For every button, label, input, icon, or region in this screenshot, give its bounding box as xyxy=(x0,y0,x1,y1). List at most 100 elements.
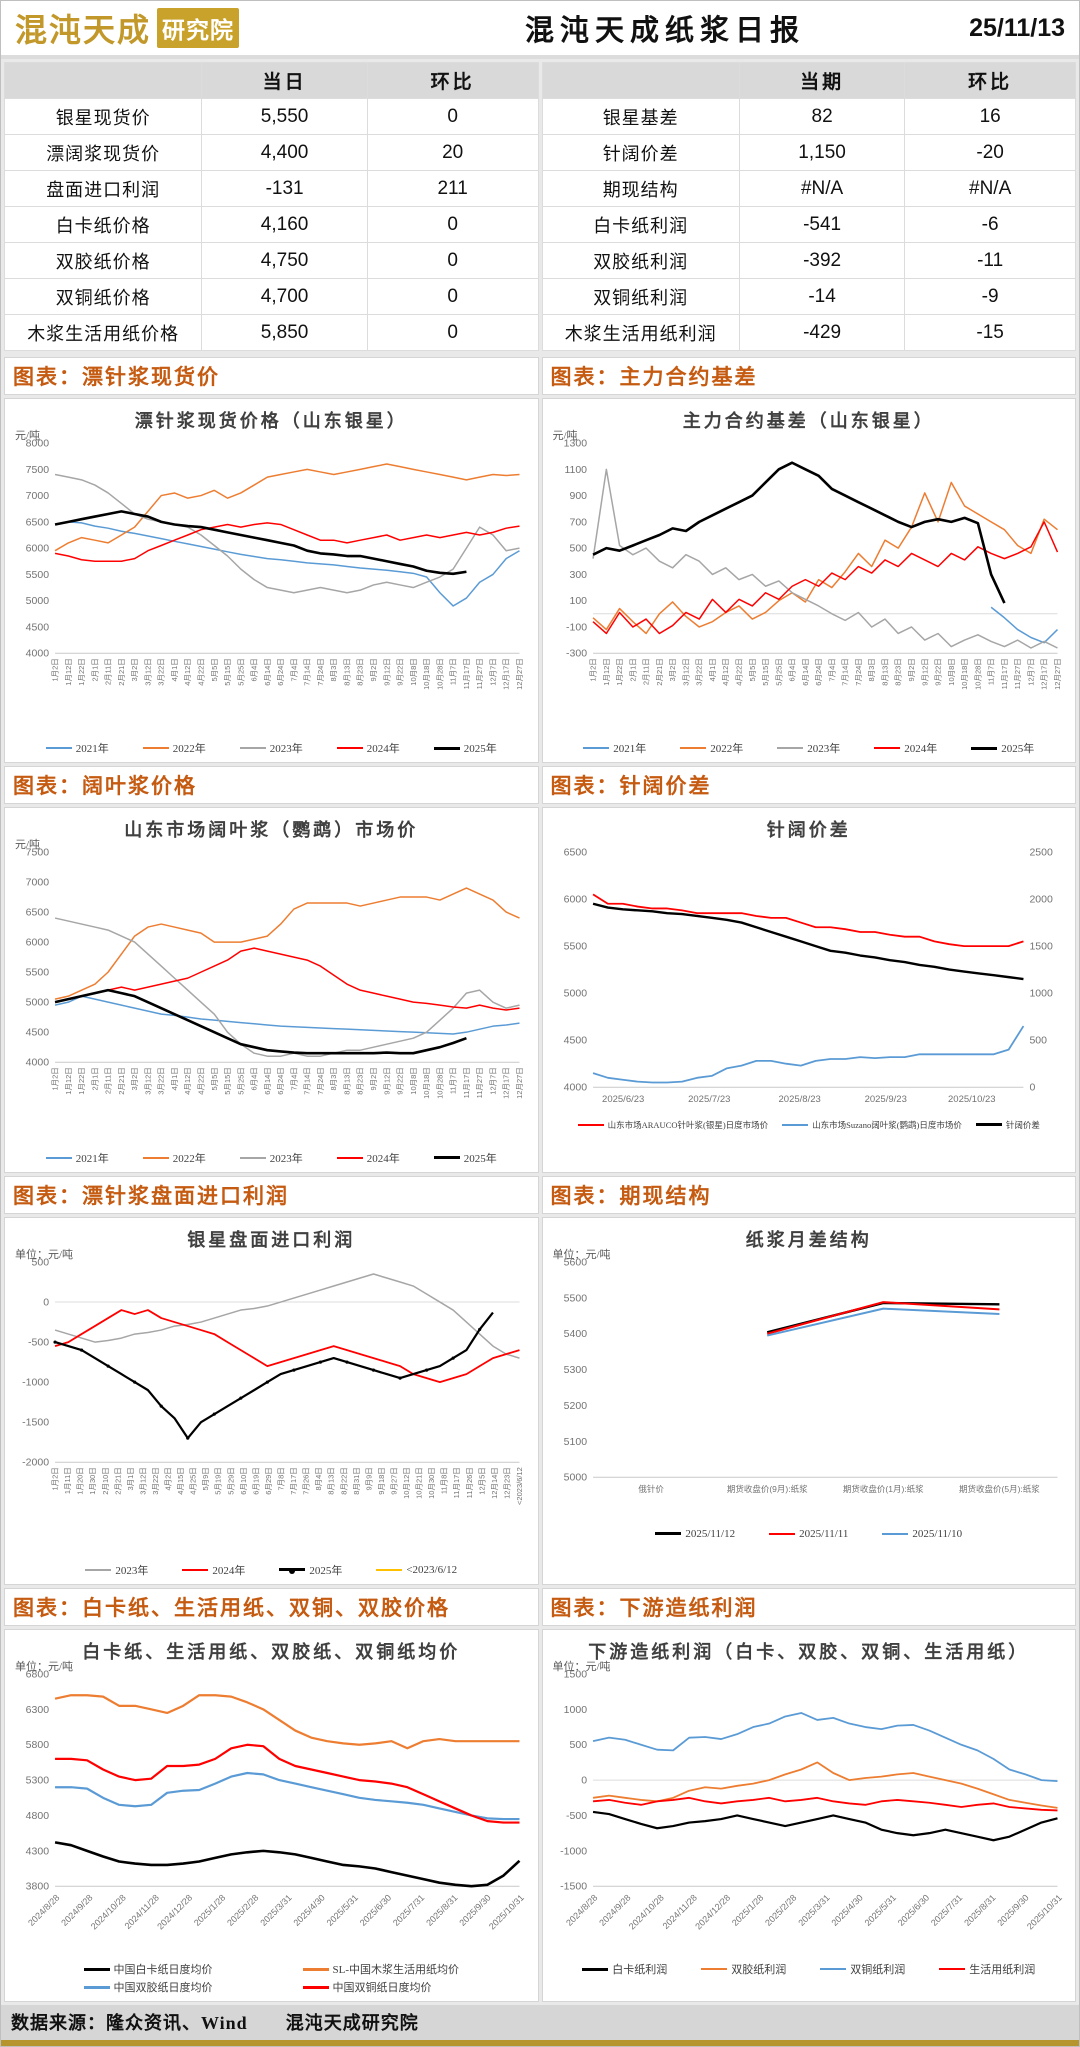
legend-line-swatch xyxy=(302,1985,329,1989)
x-axis-label: 2025/6/30 xyxy=(895,1892,930,1927)
series-line xyxy=(591,468,1058,649)
series-line xyxy=(592,1761,1058,1809)
row-value: #N/A xyxy=(904,170,1076,207)
x-axis-label: 1月22日 xyxy=(77,658,86,686)
series-line xyxy=(55,1743,520,1824)
chart-title: 下游造纸利润（白卡、双胶、双铜、生活用纸） xyxy=(588,1641,1030,1662)
chart-legend: 白卡纸利润 双胶纸利润 双铜纸利润 生活用纸利润 xyxy=(547,1961,1072,1977)
report-date: 25/11/13 xyxy=(969,13,1065,42)
x-axis-label: 6月29日 xyxy=(264,1467,273,1495)
x-axis-label: 10月28日 xyxy=(435,1067,444,1099)
x-axis-label: 4月12日 xyxy=(183,658,192,686)
x-axis-label: 2月21日 xyxy=(117,1067,126,1095)
x-axis-label: 2025/3/31 xyxy=(796,1892,831,1927)
series-line xyxy=(54,522,520,562)
legend-label: 2024年 xyxy=(212,1564,246,1577)
legend-item: 2023年 xyxy=(777,740,840,756)
legend-item: 2021年 xyxy=(45,1150,109,1166)
x-axis-label: 2025/4/30 xyxy=(291,1892,326,1927)
x-axis-label: <2023/6/12 xyxy=(515,1467,524,1505)
x-axis-label: 2024/8/28 xyxy=(26,1892,61,1927)
chart-plot: 6500600055005000450040002500200015001000… xyxy=(563,847,1052,1106)
section-header: 图表：漂针浆现货价 xyxy=(4,357,539,395)
x-axis-label: 2025/7/31 xyxy=(928,1892,963,1927)
x-axis-label: 6月14日 xyxy=(263,658,272,686)
axis-unit-label: 单位：元/吨 xyxy=(15,1248,74,1261)
axis-unit-label: 单位：元/吨 xyxy=(552,1660,611,1673)
legend-label: 生活用纸利润 xyxy=(969,1964,1036,1977)
legend-line-swatch xyxy=(45,1156,72,1159)
axis-unit-label: 元/吨 xyxy=(15,430,41,442)
x-axis-label: 2025/7/23 xyxy=(688,1095,730,1106)
x-axis-label: 2月1日 xyxy=(90,1067,99,1090)
row-label: 银星基差 xyxy=(541,98,740,135)
table-row: 白卡纸利润 -541 -6 xyxy=(541,206,1076,243)
x-axis-label: 4月1日 xyxy=(707,658,716,681)
legend-item: 2024年 xyxy=(336,1150,400,1166)
chart-card: 针阔价差 6500 6000 5500 5000 4500 4000 2500 2000 1500… xyxy=(541,807,1076,1173)
legend-label: 2022年 xyxy=(172,1152,206,1165)
x-axis-label: 8月3日 xyxy=(329,1067,338,1090)
legend-label: 2021年 xyxy=(613,743,647,756)
legend-label: SL-中国木浆生活用纸均价 xyxy=(332,1964,460,1977)
svg-text:-1500: -1500 xyxy=(560,1881,587,1893)
x-axis-label: 7月24日 xyxy=(316,658,325,686)
x-axis-label: 9月18日 xyxy=(377,1467,386,1495)
svg-text:-2000: -2000 xyxy=(22,1456,49,1468)
svg-text:1300: 1300 xyxy=(563,438,587,450)
x-axis-label: 6月24日 xyxy=(814,658,823,686)
chart-title: 银星盘面进口利润 xyxy=(187,1229,356,1250)
legend-item: 中国双胶纸日度均价 xyxy=(83,1979,213,1995)
page-title: 混沌天成纸浆日报 xyxy=(524,15,805,47)
x-axis-label: 2025/7/31 xyxy=(391,1892,426,1927)
svg-text:5500: 5500 xyxy=(26,569,50,581)
axis-unit-label: 元/吨 xyxy=(15,839,41,852)
row-label: 双胶纸利润 xyxy=(541,242,740,279)
x-axis-label: 2025/5/31 xyxy=(862,1892,897,1927)
legend-line-swatch xyxy=(874,747,901,750)
chart-section-6: 图表：白卡纸、生活用纸、双铜、双胶价格 白卡纸、生活用纸、双胶纸、双铜纸均价 单位：… xyxy=(4,1587,539,2003)
x-axis-label: 3月12日 xyxy=(681,658,690,686)
legend-label: 2025年 xyxy=(309,1564,343,1577)
x-axis-label: 2025/1/28 xyxy=(192,1892,227,1927)
legend-label: 2024年 xyxy=(366,1152,400,1165)
x-axis-label: 5月15日 xyxy=(223,1067,232,1095)
x-axis-label: 期货收盘价(5月):纸浆 xyxy=(959,1484,1040,1494)
x-axis-label: 7月4日 xyxy=(289,1067,298,1090)
svg-text:6500: 6500 xyxy=(26,516,50,528)
x-axis-label: 6月14日 xyxy=(263,1067,272,1095)
x-axis-label: 2月21日 xyxy=(117,658,126,686)
logo-text: 混沌天成 xyxy=(15,12,152,48)
legend-label: 针阔价差 xyxy=(1005,1119,1040,1130)
legend-line-swatch xyxy=(302,1967,329,1971)
legend-line-swatch xyxy=(336,1156,363,1159)
x-axis-label: 7月4日 xyxy=(827,658,836,681)
x-axis-label: 8月13日 xyxy=(327,1467,336,1495)
x-axis-label: 2025/6/23 xyxy=(602,1095,644,1106)
x-axis-label: 2025/1/28 xyxy=(729,1892,764,1927)
x-axis-label: 4月22日 xyxy=(197,1067,206,1095)
legend-label: 白卡纸利润 xyxy=(612,1964,668,1977)
svg-text:-500: -500 xyxy=(28,1336,49,1348)
chart-legend: 2021年 2022年 2023年 2024年 2025年 xyxy=(9,1150,534,1166)
summary-table-right: 当期 环比 银星基差 82 16 针阔价差 1,150 -20 期现结构 #N/A #N/A 白卡纸利… xyxy=(541,62,1076,351)
series-line xyxy=(54,917,520,1058)
x-axis-label: 2025/9/23 xyxy=(864,1095,906,1106)
x-axis-label: 5月9日 xyxy=(201,1467,210,1490)
x-axis-label: 11月17日 xyxy=(452,1467,461,1498)
x-axis-label: 2025/10/31 xyxy=(487,1892,526,1931)
x-axis-label: 5月25日 xyxy=(236,658,245,686)
chart-card: 主力合约基差（山东银星） 元/吨 1300 1100 900 700 500 300 100 -1… xyxy=(541,398,1076,764)
x-axis-label: 4月15日 xyxy=(176,1467,185,1495)
chart-card: 纸浆月差结构 单位：元/吨 5600 5500 5400 5300 5200 5100 5000… xyxy=(541,1216,1076,1585)
legend-item: <2023/6/12 xyxy=(376,1562,457,1578)
chart-card: 银星盘面进口利润 单位：元/吨 500 0 -500 -1000 -1500 -2000 1月2… xyxy=(4,1216,539,1585)
x-axis-label: 4月22日 xyxy=(734,658,743,686)
x-axis-label: 11月17日 xyxy=(462,1067,471,1098)
legend-item: 2022年 xyxy=(142,1150,206,1166)
summary-table-left: 当日 环比 银星现货价 5,550 0 漂阔浆现货价 4,400 20 盘面进口利润 -131 21… xyxy=(3,62,539,351)
x-axis-label: 10月18日 xyxy=(960,658,969,690)
legend-item: 2024年 xyxy=(336,740,400,756)
legend-marker-dot xyxy=(289,1567,296,1574)
